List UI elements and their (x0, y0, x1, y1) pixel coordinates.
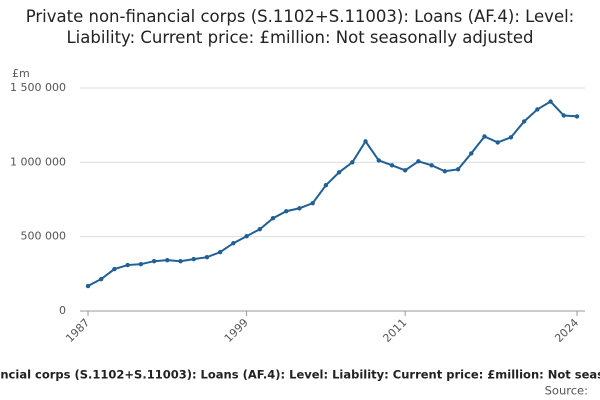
data-point (244, 234, 249, 239)
data-point (336, 170, 342, 175)
data-point (85, 283, 91, 289)
data-point (310, 201, 315, 206)
data-point (495, 140, 500, 145)
data-point (257, 227, 263, 232)
data-point (416, 159, 421, 164)
data-point (363, 139, 368, 144)
data-point (455, 167, 461, 172)
data-point (191, 256, 196, 262)
data-point (561, 113, 566, 118)
data-line (87, 100, 578, 287)
x-tick-label: 2011 (380, 316, 409, 345)
data-point (151, 258, 157, 264)
data-point (204, 254, 210, 260)
data-point (429, 163, 434, 168)
y-tick-label: 500 000 (21, 230, 67, 243)
data-point (402, 168, 408, 173)
x-tick-label: 1987 (63, 316, 92, 345)
y-tick-label: 1 500 000 (10, 81, 66, 94)
chart-title: Private non-financial corps (S.1102+S.11… (25, 7, 575, 47)
data-point (350, 160, 355, 165)
data-point (508, 135, 514, 140)
data-point (231, 241, 236, 246)
data-point (548, 99, 553, 104)
data-point (521, 119, 527, 124)
data-point (442, 169, 448, 174)
data-point (376, 158, 381, 163)
x-tick-label: 2024 (552, 316, 581, 345)
footer: Private non-financial corps (S.1102+S.11… (0, 368, 600, 382)
data-point (323, 183, 329, 188)
data-point (469, 151, 474, 156)
data-point (284, 209, 289, 214)
data-point (178, 258, 183, 264)
data-point (535, 107, 540, 112)
data-point (297, 206, 302, 211)
data-point (482, 134, 487, 139)
data-point (165, 257, 170, 263)
data-point (99, 276, 104, 282)
data-point (270, 216, 276, 221)
data-point (389, 163, 395, 168)
data-point (574, 114, 580, 119)
data-point (112, 266, 117, 272)
data-point (138, 261, 144, 267)
y-tick-label: 1 000 000 (10, 155, 66, 168)
data-point (217, 249, 223, 255)
x-tick-label: 1999 (222, 316, 251, 345)
y-axis-label: £m (12, 67, 30, 80)
data-point (125, 262, 130, 268)
source: Source: (545, 384, 588, 398)
y-tick-label: 0 (59, 304, 66, 317)
